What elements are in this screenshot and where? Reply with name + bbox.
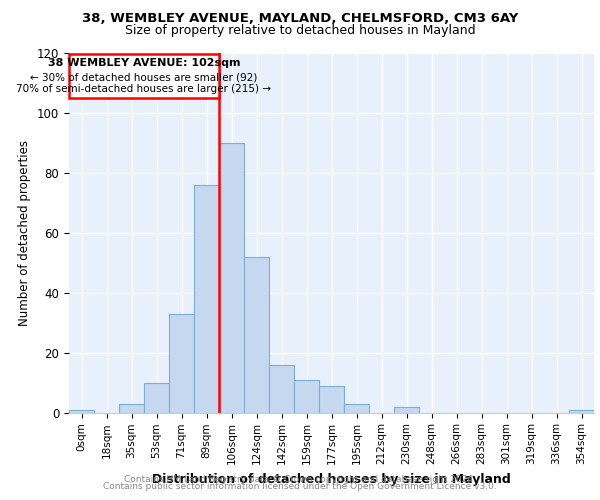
Bar <box>244 256 269 412</box>
Bar <box>344 404 369 412</box>
Bar <box>194 184 219 412</box>
X-axis label: Distribution of detached houses by size in Mayland: Distribution of detached houses by size … <box>152 472 511 486</box>
Bar <box>269 364 294 412</box>
Bar <box>69 54 219 98</box>
Bar <box>169 314 194 412</box>
Bar <box>569 410 594 412</box>
Bar <box>69 410 94 412</box>
Text: ← 30% of detached houses are smaller (92): ← 30% of detached houses are smaller (92… <box>31 72 257 82</box>
Text: Contains HM Land Registry data © Crown copyright and database right 2024.: Contains HM Land Registry data © Crown c… <box>124 475 476 484</box>
Y-axis label: Number of detached properties: Number of detached properties <box>19 140 31 326</box>
Text: 38 WEMBLEY AVENUE: 102sqm: 38 WEMBLEY AVENUE: 102sqm <box>48 58 240 68</box>
Bar <box>294 380 319 412</box>
Text: Size of property relative to detached houses in Mayland: Size of property relative to detached ho… <box>125 24 475 37</box>
Text: Contains public sector information licensed under the Open Government Licence v3: Contains public sector information licen… <box>103 482 497 491</box>
Bar <box>319 386 344 412</box>
Bar <box>119 404 144 412</box>
Bar <box>219 142 244 412</box>
Bar <box>394 406 419 412</box>
Text: 70% of semi-detached houses are larger (215) →: 70% of semi-detached houses are larger (… <box>17 84 271 94</box>
Text: 38, WEMBLEY AVENUE, MAYLAND, CHELMSFORD, CM3 6AY: 38, WEMBLEY AVENUE, MAYLAND, CHELMSFORD,… <box>82 12 518 26</box>
Bar <box>144 382 169 412</box>
